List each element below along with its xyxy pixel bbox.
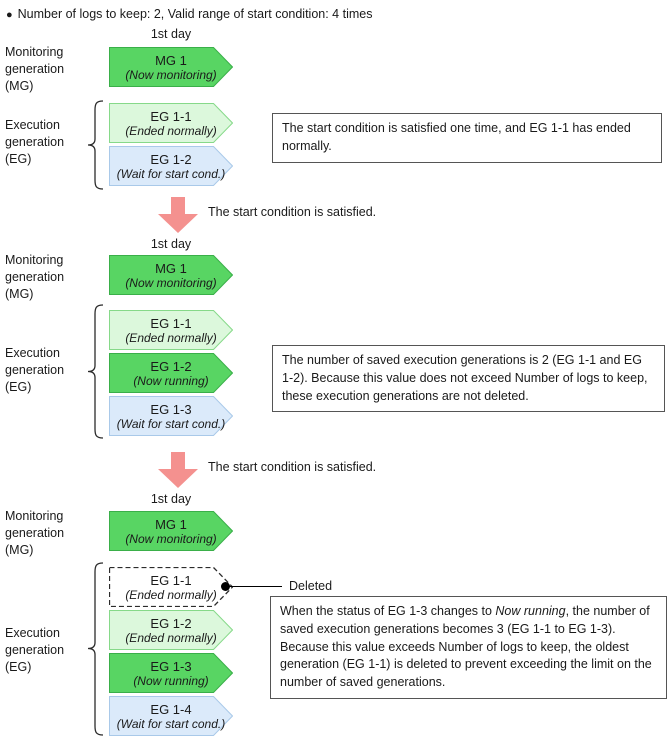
execution-generation-label: Execution generation (EG) <box>5 346 65 394</box>
generation-status: (Now monitoring) <box>125 531 217 546</box>
eg-arrow: EG 1-3 (Now running) <box>109 653 233 693</box>
generation-title: EG 1-1 <box>150 108 192 124</box>
generation-status: (Now running) <box>133 673 209 688</box>
day-label: 1st day <box>150 492 192 506</box>
generation-title: EG 1-2 <box>150 358 192 374</box>
generation-title: MG 1 <box>155 516 187 532</box>
generation-status: (Wait for start cond.) <box>116 416 226 431</box>
brace-icon <box>87 100 104 190</box>
generation-status: (Ended normally) <box>125 587 217 602</box>
eg-arrow: EG 1-4 (Wait for start cond.) <box>109 696 233 736</box>
monitoring-generation-label: Monitoring generation (MG) <box>5 253 65 301</box>
eg-arrow: EG 1-2 (Now running) <box>109 353 233 393</box>
generation-status: (Ended normally) <box>125 123 217 138</box>
note-box: When the status of EG 1-3 changes to Now… <box>270 596 667 699</box>
eg-arrow: EG 1-1 (Ended normally) <box>109 310 233 350</box>
down-arrow-icon <box>158 197 198 233</box>
generation-title: MG 1 <box>155 52 187 68</box>
generation-status: (Now monitoring) <box>125 67 217 82</box>
generation-title: EG 1-4 <box>150 701 192 717</box>
brace-icon <box>87 304 104 439</box>
mg-arrow: MG 1 (Now monitoring) <box>109 511 233 551</box>
generation-status: (Wait for start cond.) <box>116 716 226 731</box>
eg-arrow: EG 1-2 (Ended normally) <box>109 610 233 650</box>
mg-arrow: MG 1 (Now monitoring) <box>109 255 233 295</box>
bullet-icon: ● <box>6 9 13 21</box>
header-text: Number of logs to keep: 2, Valid range o… <box>17 7 373 21</box>
generation-title: EG 1-1 <box>150 572 192 588</box>
generation-status: (Ended normally) <box>125 630 217 645</box>
generation-status: (Now monitoring) <box>125 275 217 290</box>
eg-arrow: EG 1-3 (Wait for start cond.) <box>109 396 233 436</box>
monitoring-generation-label: Monitoring generation (MG) <box>5 509 65 557</box>
generation-title: EG 1-2 <box>150 151 192 167</box>
generation-status: (Now running) <box>133 373 209 388</box>
monitoring-generation-label: Monitoring generation (MG) <box>5 45 65 93</box>
deleted-label: Deleted <box>289 579 333 593</box>
eg-arrow: EG 1-2 (Wait for start cond.) <box>109 146 233 186</box>
generation-title: EG 1-3 <box>150 401 192 417</box>
brace-icon <box>87 562 104 736</box>
transition-label: The start condition is satisfied. <box>208 205 377 219</box>
day-label: 1st day <box>150 27 192 41</box>
generation-status: (Ended normally) <box>125 330 217 345</box>
generation-title: EG 1-3 <box>150 658 192 674</box>
eg-arrow-deleted: EG 1-1 (Ended normally) <box>109 567 233 607</box>
note-box: The number of saved execution generation… <box>272 345 665 413</box>
note-box: The start condition is satisfied one tim… <box>272 113 662 163</box>
generation-title: EG 1-1 <box>150 315 192 331</box>
execution-generation-label: Execution generation (EG) <box>5 626 65 674</box>
mg-arrow: MG 1 (Now monitoring) <box>109 47 233 87</box>
transition-label: The start condition is satisfied. <box>208 460 377 474</box>
generation-status: (Wait for start cond.) <box>116 166 226 181</box>
day-label: 1st day <box>150 237 192 251</box>
generation-title: EG 1-2 <box>150 615 192 631</box>
eg-arrow: EG 1-1 (Ended normally) <box>109 103 233 143</box>
diagram-header: ● Number of logs to keep: 2, Valid range … <box>6 7 372 21</box>
generation-title: MG 1 <box>155 260 187 276</box>
deleted-dot-icon <box>221 582 230 591</box>
down-arrow-icon <box>158 452 198 488</box>
execution-generation-label: Execution generation (EG) <box>5 118 65 166</box>
deleted-connector-line <box>226 586 282 587</box>
